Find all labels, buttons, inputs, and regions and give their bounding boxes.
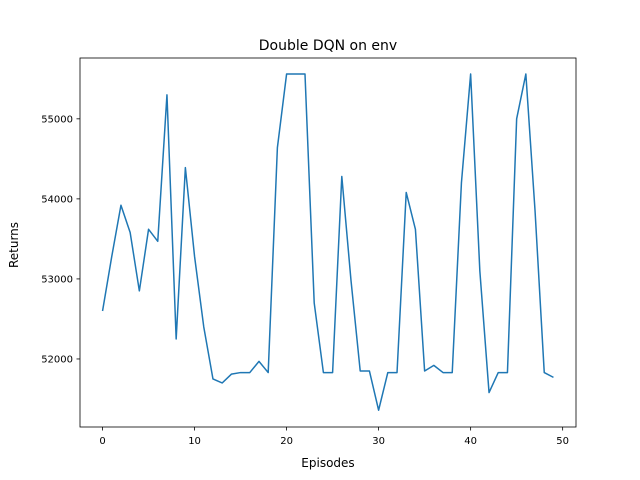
y-axis-label: Returns	[7, 222, 21, 268]
x-tick-label: 10	[188, 436, 201, 447]
y-tick-label: 52000	[41, 354, 73, 365]
y-tick-label: 55000	[41, 114, 73, 125]
x-tick-label: 0	[99, 436, 105, 447]
y-tick-label: 53000	[41, 274, 73, 285]
x-tick-label: 40	[464, 436, 477, 447]
y-tick-label: 54000	[41, 194, 73, 205]
plot-area: 0 10 20 30 40 50 52000 53000 54000 55000	[41, 57, 577, 447]
x-tick-label: 50	[556, 436, 569, 447]
x-tick-label: 20	[280, 436, 293, 447]
axes-frame	[79, 57, 577, 428]
series-line-0	[101, 73, 554, 411]
chart-title: Double DQN on env	[259, 38, 397, 54]
x-axis-label: Episodes	[301, 456, 354, 470]
x-tick-label: 30	[372, 436, 385, 447]
